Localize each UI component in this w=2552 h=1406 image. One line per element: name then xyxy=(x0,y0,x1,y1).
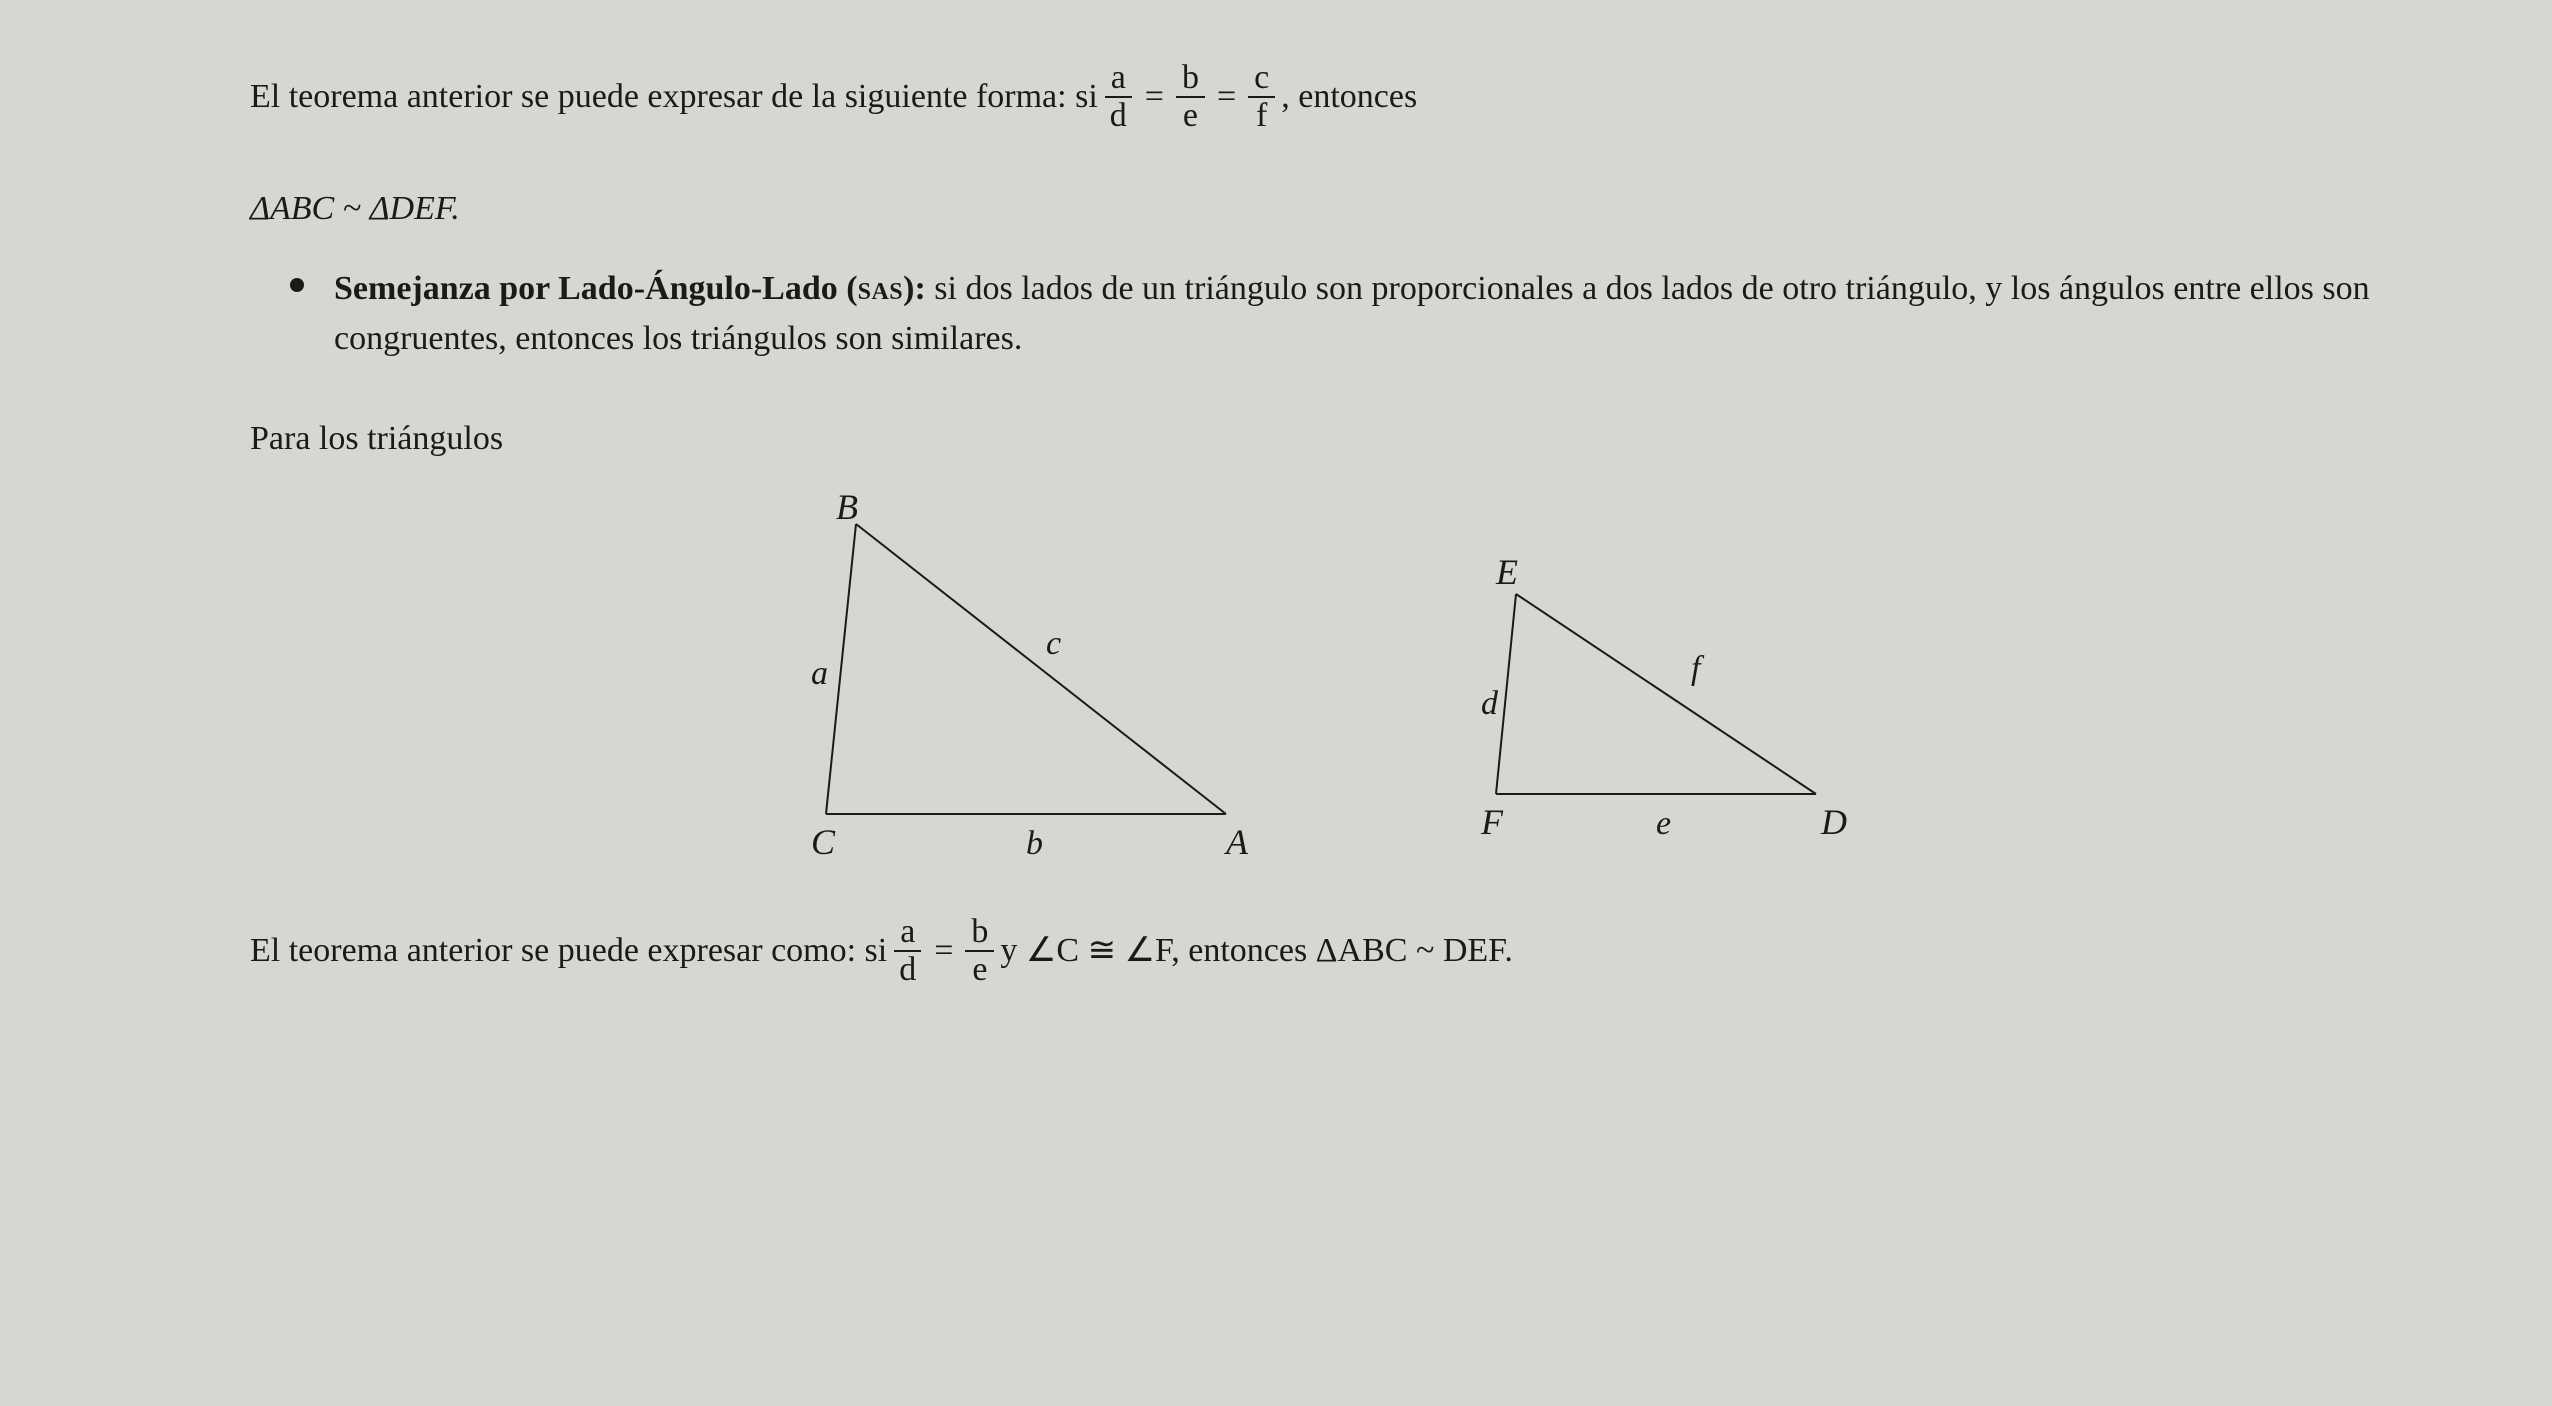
triangle-abc: B C Aa c b xyxy=(756,494,1276,874)
frac-den: e xyxy=(1177,98,1204,134)
svg-text:e: e xyxy=(1656,805,1671,842)
intro-suffix: , entonces xyxy=(1281,71,1417,122)
bullet-text: Semejanza por Lado-Ángulo-Lado (sas): si… xyxy=(334,264,2372,363)
frac-num: b xyxy=(1176,60,1205,98)
triangle-def: E F Dd f e xyxy=(1436,554,1866,854)
equals-2: = xyxy=(1217,71,1236,122)
svg-text:C: C xyxy=(811,822,836,862)
frac-den: f xyxy=(1250,98,1273,134)
conclusion-mid: y ∠C ≅ ∠F, entonces ΔABC ~ DEF. xyxy=(1000,925,1512,976)
para-triangles: Para los triángulos xyxy=(250,413,2372,464)
intro-prefix: El teorema anterior se puede expresar de… xyxy=(250,71,1098,122)
relation-abc-def: ΔABC ~ ΔDEF. xyxy=(250,183,2372,234)
bullet-title-close: ): xyxy=(903,270,926,307)
svg-text:E: E xyxy=(1495,554,1518,592)
bullet-sas: Semejanza por Lado-Ángulo-Lado (sas): si… xyxy=(290,264,2372,363)
frac-num: b xyxy=(965,914,994,952)
svg-text:A: A xyxy=(1224,822,1249,862)
frac-num: a xyxy=(894,914,921,952)
frac-a-d-2: a d xyxy=(893,914,922,987)
frac-c-f: c f xyxy=(1248,60,1275,133)
page-content: El teorema anterior se puede expresar de… xyxy=(0,0,2552,1057)
frac-den: e xyxy=(966,952,993,988)
equals-1: = xyxy=(1145,71,1164,122)
svg-text:c: c xyxy=(1046,625,1061,662)
equals-3: = xyxy=(934,925,953,976)
triangle-figures: B C Aa c b E F Dd f e xyxy=(250,494,2372,874)
svg-text:B: B xyxy=(836,494,858,527)
bullet-icon xyxy=(290,278,304,292)
bullet-acronym: sas xyxy=(858,270,904,307)
frac-num: a xyxy=(1105,60,1132,98)
frac-a-d: a d xyxy=(1104,60,1133,133)
svg-text:a: a xyxy=(811,655,828,692)
svg-text:b: b xyxy=(1026,825,1043,862)
frac-den: d xyxy=(1104,98,1133,134)
svg-text:D: D xyxy=(1820,802,1847,842)
frac-den: d xyxy=(893,952,922,988)
conclusion-prefix: El teorema anterior se puede expresar co… xyxy=(250,925,887,976)
svg-text:f: f xyxy=(1691,650,1705,687)
svg-text:F: F xyxy=(1480,802,1504,842)
bullet-title: Semejanza por Lado-Ángulo-Lado ( xyxy=(334,270,858,307)
frac-b-e-2: b e xyxy=(965,914,994,987)
conclusion-paragraph: El teorema anterior se puede expresar co… xyxy=(250,914,2372,987)
frac-b-e: b e xyxy=(1176,60,1205,133)
svg-text:d: d xyxy=(1481,685,1499,722)
intro-paragraph: El teorema anterior se puede expresar de… xyxy=(250,60,2372,133)
frac-num: c xyxy=(1248,60,1275,98)
